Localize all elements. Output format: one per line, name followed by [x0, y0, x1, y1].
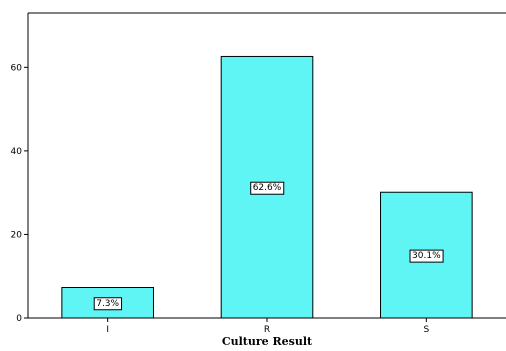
data-label-r: 62.6% [250, 181, 285, 195]
data-label-text: 30.1% [412, 251, 441, 261]
x-axis-label: Culture Result [222, 335, 313, 348]
y-axis-ticks: 0 20 40 60 [11, 63, 28, 324]
data-label-box [250, 181, 285, 195]
data-label-box [93, 297, 123, 311]
y-tick-label: 40 [11, 147, 23, 157]
y-tick-label: 20 [11, 230, 23, 240]
x-tick-label: I [106, 325, 109, 335]
y-tick-label: 60 [11, 63, 23, 73]
data-label-s: 30.1% [409, 249, 444, 263]
x-tick-label: R [264, 325, 270, 335]
bars: 7.3% 62.6% 30.1% [61, 55, 473, 319]
y-tick-label: 0 [16, 314, 22, 324]
data-label-i: 7.3% [93, 297, 123, 311]
data-label-box [409, 249, 444, 263]
x-tick-label: S [423, 325, 429, 335]
data-label-text: 7.3% [96, 299, 119, 309]
data-label-text: 62.6% [253, 183, 282, 193]
